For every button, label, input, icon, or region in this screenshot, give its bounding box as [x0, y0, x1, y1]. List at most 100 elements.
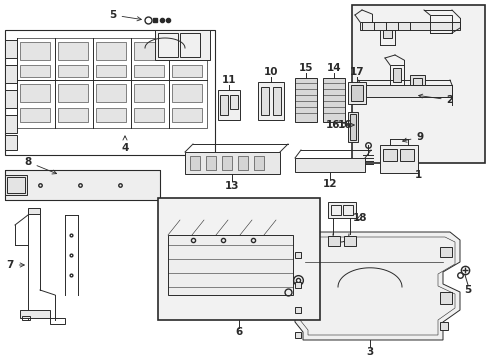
Bar	[439, 292, 451, 304]
Bar	[5, 40, 17, 58]
Text: 5: 5	[464, 285, 470, 295]
Bar	[5, 65, 17, 83]
Bar	[20, 65, 50, 77]
Bar	[172, 42, 202, 60]
Bar	[382, 30, 391, 38]
Bar	[349, 114, 355, 140]
Bar	[5, 115, 17, 133]
Bar	[382, 149, 396, 161]
Bar	[327, 236, 339, 246]
Bar	[5, 170, 160, 200]
Text: 18: 18	[352, 213, 366, 223]
Bar	[412, 78, 421, 85]
Bar	[222, 156, 231, 170]
Bar	[155, 30, 209, 60]
Bar	[134, 84, 163, 102]
Bar	[180, 33, 200, 57]
Bar	[409, 75, 424, 85]
Bar	[258, 82, 284, 120]
Bar	[5, 90, 17, 108]
Bar	[238, 156, 247, 170]
Bar	[20, 42, 50, 60]
Text: 2: 2	[418, 94, 452, 105]
Bar	[229, 95, 238, 109]
Bar	[359, 22, 459, 30]
Bar	[347, 112, 357, 142]
Bar	[347, 82, 365, 104]
Bar	[58, 84, 88, 102]
Bar	[20, 108, 50, 122]
Bar	[58, 42, 88, 60]
Text: 17: 17	[349, 67, 364, 77]
Bar	[261, 87, 268, 115]
Bar	[343, 236, 355, 246]
Bar	[294, 282, 301, 288]
Bar	[96, 65, 126, 77]
Bar	[96, 84, 126, 102]
Bar	[361, 85, 451, 97]
Bar	[218, 90, 240, 120]
Bar	[20, 310, 50, 318]
Text: 12: 12	[322, 179, 337, 189]
Bar	[58, 108, 88, 122]
Bar	[5, 175, 27, 195]
Bar	[5, 170, 160, 200]
Bar	[294, 158, 364, 172]
Bar	[351, 5, 484, 163]
Bar	[327, 202, 355, 218]
Bar	[220, 95, 227, 115]
Text: 16: 16	[325, 120, 354, 130]
Bar	[439, 247, 451, 257]
Text: 1: 1	[413, 170, 421, 180]
Text: 8: 8	[24, 157, 57, 174]
Bar	[323, 78, 345, 122]
Bar	[172, 84, 202, 102]
Bar	[7, 177, 25, 193]
Bar	[172, 65, 202, 77]
Bar	[22, 316, 30, 320]
Bar	[350, 85, 362, 101]
Text: 5: 5	[109, 10, 141, 21]
Bar	[294, 307, 301, 313]
Polygon shape	[292, 220, 307, 305]
Bar	[168, 235, 292, 295]
Bar	[253, 156, 264, 170]
Bar	[379, 145, 417, 173]
Bar	[96, 42, 126, 60]
Bar	[134, 65, 163, 77]
Text: 4: 4	[121, 136, 128, 153]
Bar	[330, 205, 340, 215]
Text: 11: 11	[221, 75, 236, 85]
Text: 9: 9	[402, 132, 423, 142]
Bar	[392, 68, 400, 82]
Bar	[272, 87, 281, 115]
Bar	[134, 42, 163, 60]
Bar	[172, 108, 202, 122]
Text: 14: 14	[326, 63, 341, 73]
Text: 15: 15	[298, 63, 313, 73]
Text: 10: 10	[263, 67, 278, 77]
Text: 7: 7	[6, 260, 24, 270]
Bar	[294, 332, 301, 338]
Bar	[5, 135, 17, 150]
Polygon shape	[294, 232, 459, 340]
Bar	[389, 65, 403, 85]
Text: 13: 13	[224, 181, 239, 191]
Bar	[342, 205, 352, 215]
Bar	[5, 30, 215, 155]
Bar	[184, 152, 280, 174]
Bar	[20, 84, 50, 102]
Text: 3: 3	[366, 347, 373, 357]
Bar	[158, 33, 178, 57]
Bar	[429, 15, 451, 33]
Bar	[399, 149, 413, 161]
Polygon shape	[168, 220, 307, 235]
Bar	[294, 78, 316, 122]
Bar	[439, 322, 447, 330]
Bar	[96, 108, 126, 122]
Bar	[28, 208, 40, 214]
Bar	[158, 198, 319, 320]
Text: 6: 6	[235, 327, 242, 337]
Bar	[134, 108, 163, 122]
Bar	[58, 65, 88, 77]
